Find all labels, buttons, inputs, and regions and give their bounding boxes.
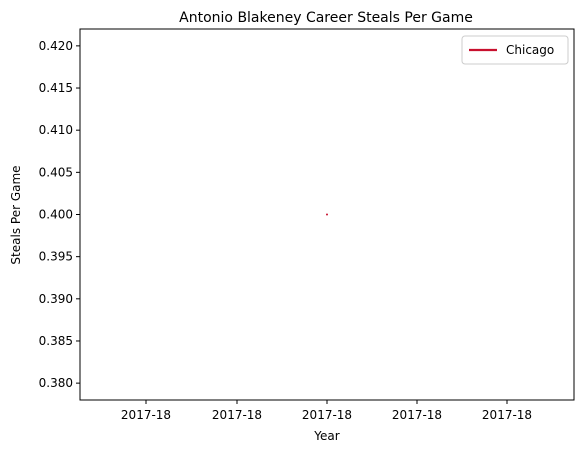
legend-label: Chicago [506, 43, 554, 57]
y-tick-label: 0.395 [39, 250, 73, 264]
y-tick-label: 0.390 [39, 292, 73, 306]
legend: Chicago [461, 35, 569, 65]
x-tick-label: 2017-18 [212, 408, 262, 422]
y-tick-label: 0.380 [39, 376, 73, 390]
y-tick-label: 0.405 [39, 165, 73, 179]
y-axis: 0.380 0.385 0.390 0.395 0.400 0.405 0.410 0.415… [39, 39, 80, 390]
x-tick-label: 2017-18 [482, 408, 532, 422]
y-tick-label: 0.400 [39, 208, 73, 222]
legend-box [461, 35, 569, 65]
x-tick-label: 2017-18 [392, 408, 442, 422]
x-tick-label: 2017-18 [121, 408, 171, 422]
y-tick-label: 0.410 [39, 123, 73, 137]
x-axis-label: Year [313, 429, 339, 443]
chart-title: Antonio Blakeney Career Steals Per Game [179, 10, 473, 26]
x-axis: 2017-18 2017-18 2017-18 2017-18 2017-18 [121, 400, 532, 422]
y-tick-label: 0.415 [39, 81, 73, 95]
series-layer [326, 213, 328, 216]
y-tick-label: 0.420 [39, 39, 73, 53]
y-tick-label: 0.385 [39, 334, 73, 348]
series-point [326, 213, 328, 216]
y-axis-label: Steals Per Game [9, 165, 23, 264]
x-tick-label: 2017-18 [302, 408, 352, 422]
